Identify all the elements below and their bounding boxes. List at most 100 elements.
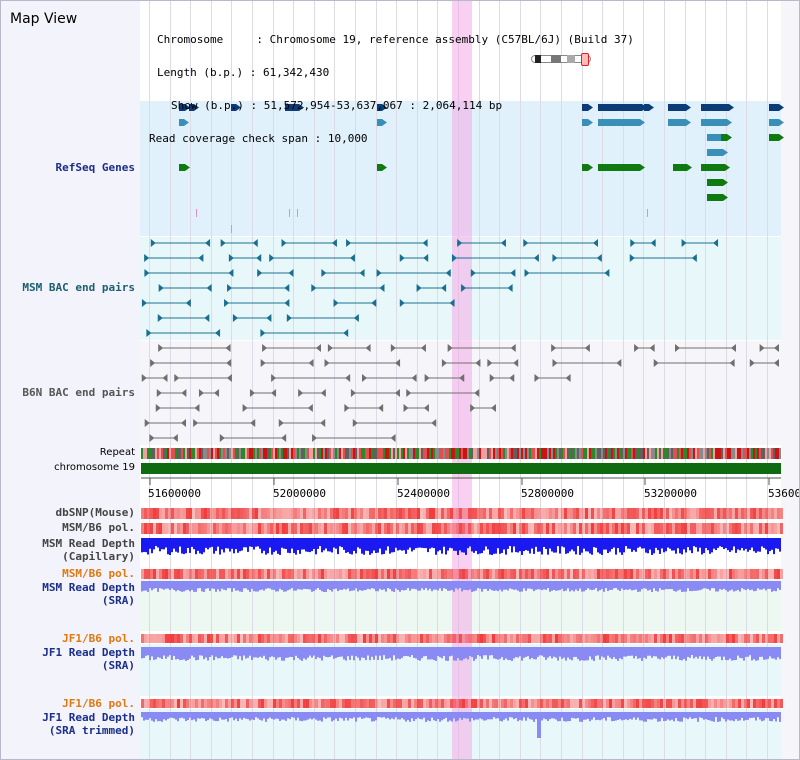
- msm-pol-strip: [636, 523, 639, 534]
- msm-sra-depth-bar: [587, 581, 589, 589]
- jf1-pol-strip-2: [330, 699, 333, 708]
- msm-pol-strip: [354, 523, 357, 534]
- msm-cap-depth-bar: [673, 538, 675, 551]
- jf1-pol-strip: [177, 634, 180, 643]
- repeat-segment: [483, 448, 485, 459]
- jf1-trim-depth-bar: [481, 712, 483, 720]
- msm-pol-strip: [387, 523, 390, 534]
- jf1-trim-depth-bar: [151, 712, 153, 721]
- jf1-pol-strip: [615, 634, 618, 643]
- jf1-pol-strip-2: [201, 699, 204, 708]
- msm-sra-depth-bar: [463, 581, 465, 590]
- jf1-trim-depth-bar: [653, 712, 655, 719]
- jf1-sra-depth-bar: [319, 647, 321, 659]
- b6n-bac-end: [320, 389, 326, 397]
- msm-sra-depth-bar: [295, 581, 297, 591]
- dbsnp-strip: [765, 508, 768, 519]
- jf1-pol-strip: [189, 634, 192, 643]
- jf1-pol-strip-2: [258, 699, 261, 708]
- dbsnp-strip: [639, 508, 642, 519]
- msm-pol-strip-2: [237, 569, 240, 579]
- msm-sra-depth-bar: [675, 581, 677, 592]
- jf1-sra-depth-bar: [555, 647, 557, 658]
- jf1-sra-depth-bar: [489, 647, 491, 656]
- msm-pol-strip-2: [642, 569, 645, 579]
- jf1-trim-depth-bar: [399, 712, 401, 720]
- msm-read-depth-sra-sub: (SRA): [101, 594, 135, 607]
- msm-sra-depth-bar: [719, 581, 721, 590]
- b6n-bac-end: [513, 359, 519, 367]
- jf1-pol-strip-2: [552, 699, 555, 708]
- jf1-pol-strip-2: [444, 699, 447, 708]
- jf1-trim-depth-bar: [419, 712, 421, 720]
- repeat-segment: [337, 448, 339, 459]
- jf1-pol-strip-2: [732, 699, 735, 708]
- msm-sra-depth-bar: [713, 581, 715, 589]
- dbsnp-strip: [498, 508, 501, 519]
- jf1-sra-depth-bar: [725, 647, 727, 661]
- repeat-segment: [695, 448, 697, 459]
- repeat-segment: [235, 448, 237, 459]
- msm-pol-strip-2: [762, 569, 765, 579]
- dbsnp-strip: [366, 508, 369, 519]
- repeat-segment: [239, 448, 241, 459]
- repeat-segment: [335, 448, 337, 459]
- jf1-pol-strip-2: [294, 699, 297, 708]
- jf1-trim-depth-bar: [471, 712, 473, 719]
- msm-bac-end: [592, 239, 598, 247]
- jf1-sra-depth-bar: [375, 647, 377, 656]
- dbsnp-strip: [174, 508, 177, 519]
- jf1-pol-strip: [243, 634, 246, 643]
- msm-cap-depth-bar: [529, 538, 531, 554]
- msm-pol-strip-2: [732, 569, 735, 579]
- refseq-gene: [668, 119, 686, 126]
- jf1-trim-depth-bar: [145, 712, 147, 720]
- jf1-trim-depth-bar: [425, 712, 427, 722]
- jf1-sra-depth-bar: [365, 647, 367, 661]
- jf1-sra-depth-bar: [321, 647, 323, 661]
- msm-pol-strip: [162, 523, 165, 534]
- jf1-pol-strip: [153, 634, 156, 643]
- msm-pol-strip-2: [753, 569, 756, 579]
- repeat-segment: [251, 448, 253, 459]
- msm-pol-strip: [333, 523, 336, 534]
- msm-pol-strip: [669, 523, 672, 534]
- msm-sra-depth-bar: [205, 581, 207, 589]
- msm-sra-depth-bar: [521, 581, 523, 592]
- msm-cap-depth-bar: [419, 538, 421, 548]
- msm-sra-depth-bar: [329, 581, 331, 591]
- jf1-pol-strip: [654, 634, 657, 643]
- jf1-sra-depth-bar: [517, 647, 519, 658]
- msm-cap-depth-bar: [709, 538, 711, 554]
- jf1-trim-depth-bar: [153, 712, 155, 722]
- jf1-sra-depth-bar: [429, 647, 431, 660]
- msm-cap-depth-bar: [173, 538, 175, 549]
- dbsnp-strip: [375, 508, 378, 519]
- jf1-trim-depth-bar: [743, 712, 745, 721]
- jf1-trim-depth-bar: [493, 712, 495, 718]
- msm-sra-depth-bar: [665, 581, 667, 590]
- msm-cap-depth-bar: [609, 538, 611, 552]
- grid-line: [664, 1, 665, 759]
- dbsnp-strip: [471, 508, 474, 519]
- jf1-trim-depth-bar: [169, 712, 171, 718]
- jf1-pol-strip-2: [207, 699, 210, 708]
- jf1-trim-depth-bar: [279, 712, 281, 721]
- jf1-pol-strip: [570, 634, 573, 643]
- jf1-sra-depth-bar: [641, 647, 643, 661]
- jf1-trim-depth-bar: [373, 712, 375, 722]
- jf1-sra-depth-bar: [707, 647, 709, 657]
- msm-cap-depth-bar: [449, 538, 451, 548]
- msm-sra-depth-bar: [299, 581, 301, 590]
- jf1-trim-depth-bar: [189, 712, 191, 718]
- jf1-trim-depth-bar: [515, 712, 517, 719]
- jf1-pol-strip: [468, 634, 471, 643]
- b6n-bac-end: [653, 359, 659, 367]
- jf1-b6-pol-label: JF1/B6 pol.: [62, 632, 135, 645]
- chromosome-ideogram[interactable]: [531, 53, 591, 66]
- jf1-pol-strip-2: [666, 699, 669, 708]
- msm-cap-depth-bar: [577, 538, 579, 547]
- repeat-segment: [707, 448, 709, 459]
- dbsnp-strip: [252, 508, 255, 519]
